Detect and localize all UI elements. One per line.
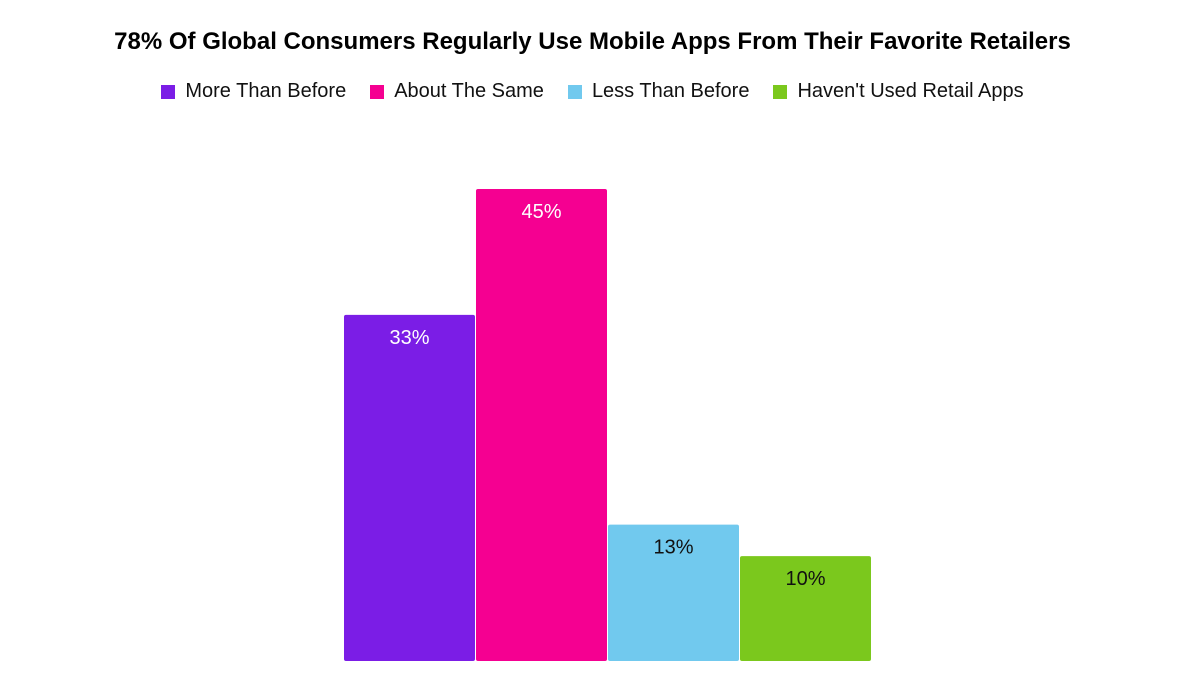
data-label-less-than-before: 13% [653, 537, 693, 559]
legend-label-about-the-same: About The Same [394, 80, 544, 102]
legend-swatch-about-the-same [370, 84, 385, 99]
legend-label-more-than-before: More Than Before [185, 80, 347, 102]
legend-item-havent-used-retail-apps: Haven't Used Retail Apps [773, 80, 1024, 103]
chart-title: 78% Of Global Consumers Regularly Use Mo… [114, 28, 1071, 55]
legend-swatch-more-than-before [161, 84, 176, 99]
legend-swatch-less-than-before [567, 84, 582, 99]
legend-item-more-than-before: More Than Before [161, 80, 346, 103]
legend-label-havent-used-retail-apps: Haven't Used Retail Apps [797, 80, 1024, 102]
legend-swatch-havent-used-retail-apps [773, 84, 788, 99]
legend-item-less-than-before: Less Than Before [567, 80, 750, 103]
legend-label-less-than-before: Less Than Before [591, 80, 750, 102]
bar-about-the-same [476, 189, 607, 661]
legend: More Than Before About The Same Less Tha… [0, 80, 1185, 103]
legend-item-about-the-same: About The Same [370, 80, 544, 103]
bar-haven-t-used-retail-apps [740, 556, 871, 661]
data-label-about-the-same: 45% [521, 201, 561, 223]
data-label-haven-t-used-retail-apps: 10% [785, 568, 825, 590]
data-label-more-than-before: 33% [389, 327, 429, 349]
bar-less-than-before [608, 524, 739, 661]
bar-more-than-before [344, 314, 475, 661]
